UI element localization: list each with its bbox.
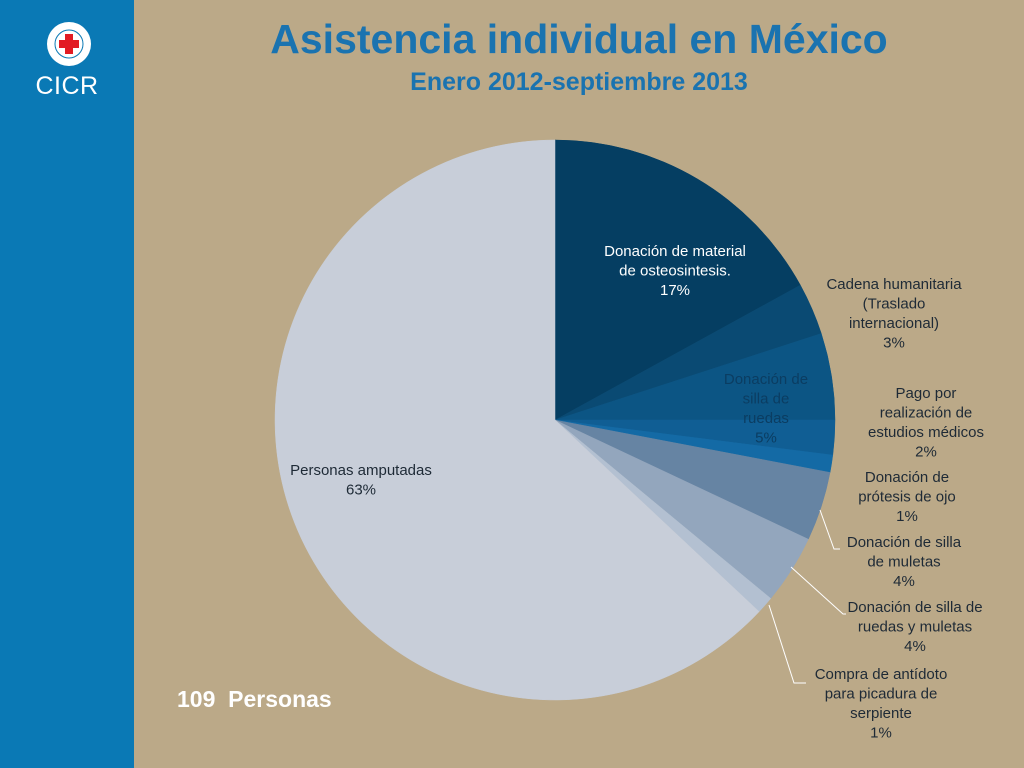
logo-text: CICR [35,72,99,100]
pie-slice [554,139,801,421]
slice-label: Donación de silla de ruedas 5% [724,371,808,447]
slice-label: Cadena humanitaria (Traslado internacional… [826,276,962,352]
sidebar: CICR [0,0,134,768]
slice-label: Pago por realización de estudios médicos 2% [868,385,984,461]
page-title: Asistencia individual en México [270,16,888,62]
slice-label: Donación de material de osteosintesis. 17% [604,243,746,299]
slice-label: Donación de silla de muletas 4% [847,534,962,590]
slice-label: Compra de antídoto para picadura de serpie… [815,666,948,742]
pie-slice [274,139,760,701]
total-persons: 109 Personas [177,686,332,712]
page-subtitle: Enero 2012-septiembre 2013 [410,68,748,96]
slice-label: Personas amputadas 63% [290,462,432,499]
slice-label: Donación de silla de ruedas y muletas 4% [847,599,982,655]
icrc-emblem-icon [45,20,93,68]
label-leader-line [768,604,806,684]
label-leader-line [790,566,846,615]
pie-chart: Donación de material de osteosintesis. 17%… [274,139,984,742]
slice-label: Donación de prótesis de ojo 1% [858,469,956,525]
label-leader-line [819,509,840,550]
